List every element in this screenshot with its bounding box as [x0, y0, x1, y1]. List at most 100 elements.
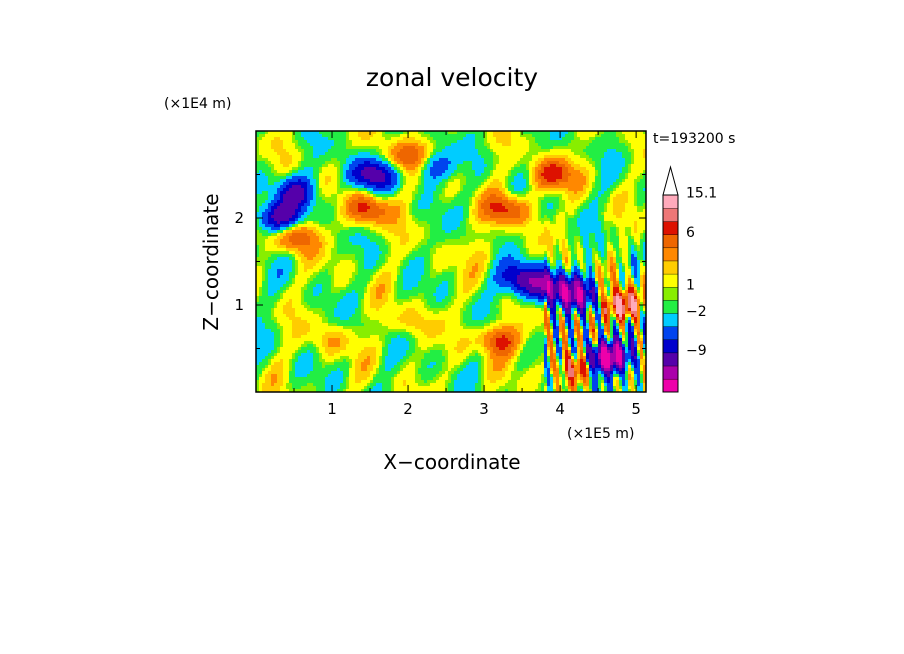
field-cell — [424, 155, 428, 159]
field-cell — [364, 224, 368, 228]
field-cell — [280, 308, 284, 312]
field-cell — [379, 170, 383, 174]
field-cell — [364, 134, 368, 138]
field-cell — [355, 287, 359, 291]
field-cell — [364, 158, 368, 162]
field-cell — [379, 233, 383, 237]
field-cell — [418, 152, 422, 156]
field-cell — [322, 251, 326, 255]
field-cell — [313, 194, 317, 198]
field-cell — [388, 287, 392, 291]
field-cell — [298, 230, 302, 234]
field-cell — [379, 275, 383, 279]
field-cell — [424, 176, 428, 180]
field-cell — [316, 158, 320, 162]
field-cell — [259, 335, 263, 339]
field-cell — [265, 209, 269, 213]
field-cell — [286, 278, 290, 282]
field-cell — [337, 254, 341, 258]
field-cell — [280, 377, 284, 381]
field-cell — [340, 161, 344, 165]
field-cell — [340, 158, 344, 162]
field-cell — [400, 221, 404, 225]
field-cell — [325, 131, 329, 135]
field-cell — [355, 314, 359, 318]
field-cell — [271, 308, 275, 312]
field-cell — [391, 140, 395, 144]
field-cell — [325, 215, 329, 219]
field-cell — [343, 170, 347, 174]
field-cell — [388, 272, 392, 276]
field-cell — [256, 341, 260, 345]
field-cell — [385, 206, 389, 210]
field-cell — [358, 305, 362, 309]
field-cell — [256, 137, 260, 141]
field-cell — [271, 143, 275, 147]
field-cell — [370, 218, 374, 222]
field-cell — [277, 314, 281, 318]
field-cell — [265, 203, 269, 207]
field-cell — [331, 203, 335, 207]
field-cell — [361, 260, 365, 264]
field-cell — [361, 347, 365, 351]
field-cell — [421, 206, 425, 210]
field-cell — [277, 134, 281, 138]
field-cell — [268, 179, 272, 183]
field-cell — [415, 146, 419, 150]
field-cell — [418, 317, 422, 321]
field-cell — [313, 257, 317, 261]
field-cell — [256, 317, 260, 321]
field-cell — [415, 158, 419, 162]
field-cell — [322, 296, 326, 300]
field-cell — [283, 332, 287, 336]
field-cell — [403, 143, 407, 147]
field-cell — [274, 272, 278, 276]
field-cell — [400, 197, 404, 201]
field-cell — [271, 305, 275, 309]
field-cell — [343, 287, 347, 291]
field-cell — [328, 194, 332, 198]
field-cell — [343, 275, 347, 279]
field-cell — [334, 200, 338, 204]
field-cell — [298, 131, 302, 135]
field-cell — [394, 158, 398, 162]
field-cell — [409, 245, 413, 249]
field-cell — [340, 197, 344, 201]
field-cell — [373, 311, 377, 315]
field-cell — [316, 359, 320, 363]
field-cell — [319, 386, 323, 390]
field-cell — [418, 149, 422, 153]
field-cell — [289, 164, 293, 168]
field-cell — [292, 365, 296, 369]
field-cell — [322, 218, 326, 222]
field-cell — [319, 320, 323, 324]
field-cell — [385, 179, 389, 183]
field-cell — [274, 365, 278, 369]
field-cell — [280, 287, 284, 291]
field-cell — [286, 338, 290, 342]
field-cell — [262, 374, 266, 378]
field-cell — [307, 131, 311, 135]
field-cell — [262, 335, 266, 339]
field-cell — [307, 185, 311, 189]
field-cell — [352, 389, 356, 392]
field-cell — [367, 197, 371, 201]
field-cell — [268, 173, 272, 177]
field-cell — [415, 194, 419, 198]
field-cell — [361, 185, 365, 189]
field-cell — [379, 161, 383, 165]
field-cell — [310, 158, 314, 162]
field-cell — [379, 260, 383, 264]
field-cell — [310, 143, 314, 147]
field-cell — [391, 239, 395, 243]
field-cell — [316, 227, 320, 231]
field-cell — [259, 281, 263, 285]
field-cell — [289, 206, 293, 210]
field-cell — [268, 272, 272, 276]
field-cell — [418, 356, 422, 360]
field-cell — [385, 182, 389, 186]
field-cell — [292, 311, 296, 315]
field-cell — [334, 272, 338, 276]
field-cell — [292, 377, 296, 381]
